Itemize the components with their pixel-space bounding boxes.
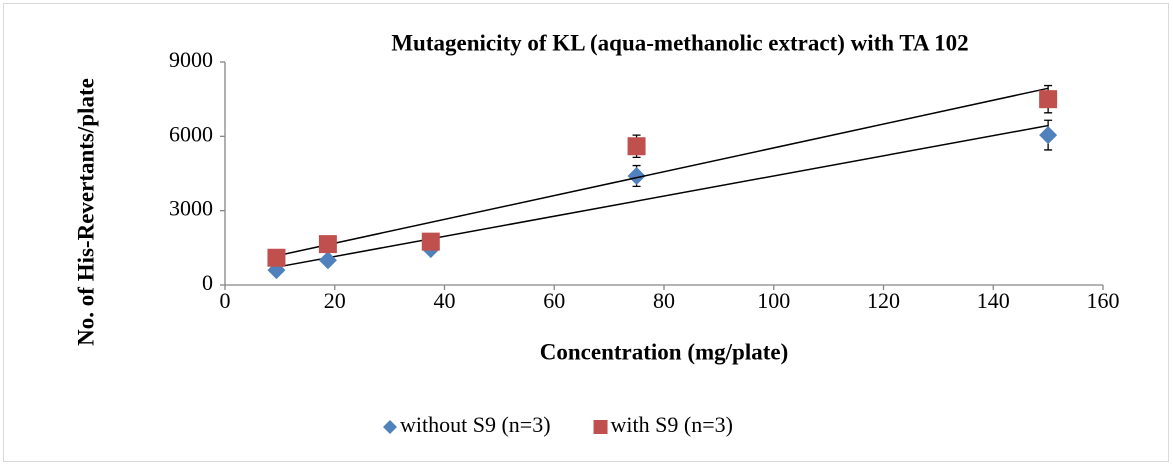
data-point xyxy=(421,232,440,251)
legend-label: with S9 (n=3) xyxy=(611,412,733,437)
y-tick-label: 0 xyxy=(202,270,213,295)
y-tick-label: 9000 xyxy=(169,47,213,72)
trendline xyxy=(276,124,1049,268)
data-point xyxy=(627,137,646,156)
legend-label: without S9 (n=3) xyxy=(400,412,551,437)
x-tick-label: 60 xyxy=(543,288,565,313)
chart-title: Mutagenicity of KL (aqua-methanolic extr… xyxy=(391,30,968,55)
x-tick-label: 0 xyxy=(220,288,231,313)
x-tick-label: 160 xyxy=(1087,288,1120,313)
data-point xyxy=(627,166,646,185)
y-tick-label: 3000 xyxy=(169,196,213,221)
chart-border xyxy=(3,3,1169,462)
legend-marker xyxy=(593,420,608,434)
x-tick-label: 40 xyxy=(434,288,456,313)
data-point xyxy=(318,235,337,254)
x-axis-label: Concentration (mg/plate) xyxy=(540,339,789,364)
x-tick-label: 100 xyxy=(757,288,790,313)
data-point xyxy=(1039,90,1058,109)
data-point xyxy=(267,248,286,267)
y-tick-label: 6000 xyxy=(169,121,213,146)
x-tick-label: 120 xyxy=(867,288,900,313)
data-point xyxy=(1039,126,1058,145)
x-tick-label: 20 xyxy=(324,288,346,313)
y-axis-label: No. of His-Revertants/plate xyxy=(73,78,98,346)
legend-marker xyxy=(383,420,397,434)
data-point xyxy=(318,251,337,270)
x-tick-label: 80 xyxy=(653,288,675,313)
trendline xyxy=(276,87,1049,257)
x-tick-label: 140 xyxy=(977,288,1010,313)
